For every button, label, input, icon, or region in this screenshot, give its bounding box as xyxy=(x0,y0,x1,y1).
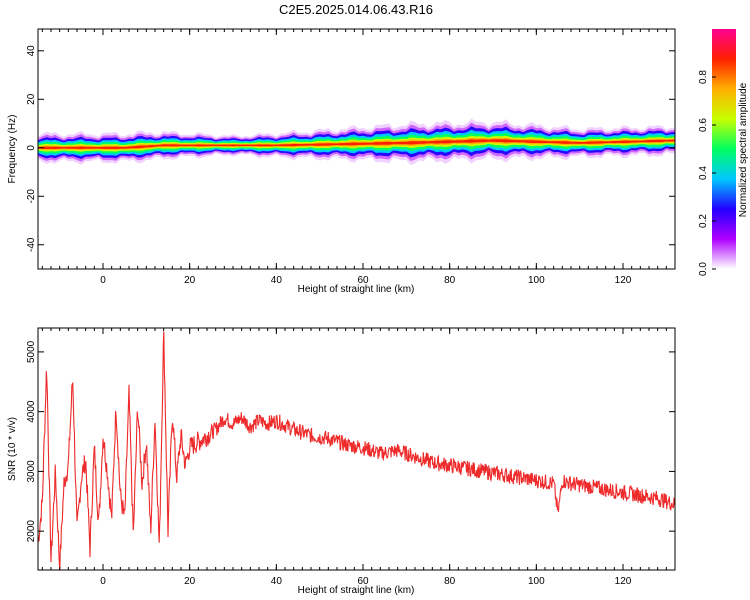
spectrogram-x-tick-label: 100 xyxy=(528,275,545,286)
spectrogram-contour-band xyxy=(38,139,675,149)
snr-x-tick-label: 40 xyxy=(271,576,283,587)
spectrogram-panel: 0 20 40 60 80 100 120 -40 -20 0 20 40 Height of str… xyxy=(7,28,676,295)
snr-y-tick-label: 4000 xyxy=(26,400,37,423)
spectrogram-ridge xyxy=(38,118,675,166)
spectrogram-x-axis-label: Height of straight line (km) xyxy=(298,284,415,295)
snr-x-axis-label: Height of straight line (km) xyxy=(298,585,415,596)
spectrogram-x-tick-label: 80 xyxy=(444,275,456,286)
colorbar-tick-label: 0.2 xyxy=(698,214,709,228)
colorbar-strip xyxy=(712,29,736,269)
colorbar-tick-label: 0.0 xyxy=(698,262,709,276)
snr-y-tick-label: 5000 xyxy=(26,340,37,363)
snr-x-tick-label: 20 xyxy=(184,576,196,587)
spectrogram-y-tick-label: 40 xyxy=(26,45,37,57)
colorbar-tick-label: 0.6 xyxy=(698,118,709,132)
colorbar-label: Normalized spectral amplitude xyxy=(738,82,749,217)
colorbar-ticks: 0.0 0.2 0.4 0.6 0.8 xyxy=(698,70,716,276)
spectrogram-x-tick-label: 20 xyxy=(184,275,196,286)
spectrogram-x-tick-label: 0 xyxy=(100,275,106,286)
spectrogram-y-axis-label: Frequency (Hz) xyxy=(7,115,18,184)
chart-title: C2E5.2025.014.06.43.R16 xyxy=(279,2,433,17)
colorbar-tick-label: 0.8 xyxy=(698,70,709,84)
colorbar-tick-label: 0.4 xyxy=(698,166,709,180)
snr-x-tick-label: 60 xyxy=(357,576,369,587)
snr-x-tick-label: 100 xyxy=(528,576,545,587)
snr-x-tick-label: 0 xyxy=(100,576,106,587)
spectrogram-y-tick-label: -40 xyxy=(26,237,37,252)
snr-y-tick-label: 2000 xyxy=(26,520,37,543)
snr-y-tick-label: 3000 xyxy=(26,460,37,483)
spectrogram-x-tick-label: 40 xyxy=(271,275,283,286)
snr-frame xyxy=(37,327,676,571)
spectrogram-frame xyxy=(37,28,676,270)
spectrogram-y-tick-label: 20 xyxy=(26,93,37,105)
spectrogram-x-tick-label: 60 xyxy=(357,275,369,286)
snr-x-tick-label: 80 xyxy=(444,576,456,587)
snr-series-line xyxy=(38,331,675,570)
colorbar: 0.0 0.2 0.4 0.6 0.8 Normalized spectral ampl… xyxy=(698,29,749,276)
spectrogram-y-tick-label: 0 xyxy=(26,145,37,151)
spectrogram-x-tick-label: 120 xyxy=(615,275,632,286)
snr-x-tick-label: 120 xyxy=(615,576,632,587)
spectrogram-y-tick-label: -20 xyxy=(26,189,37,204)
snr-panel: 0 20 40 60 80 100 120 2000 3000 4000 5000 Height o… xyxy=(7,327,676,596)
snr-y-axis-label: SNR (10 * v/v) xyxy=(7,417,18,481)
